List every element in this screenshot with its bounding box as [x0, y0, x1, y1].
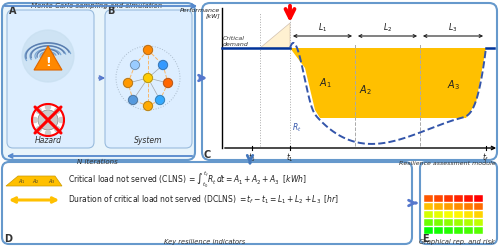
Circle shape — [130, 61, 140, 69]
Circle shape — [36, 127, 42, 132]
Bar — [424, 211, 433, 218]
Text: $A_3$: $A_3$ — [48, 178, 56, 186]
Bar — [454, 195, 463, 202]
Text: $R_t$: $R_t$ — [292, 121, 302, 133]
Circle shape — [58, 118, 64, 123]
Polygon shape — [6, 176, 62, 186]
Text: Hazard: Hazard — [34, 136, 62, 145]
Circle shape — [46, 104, 51, 110]
Bar — [444, 211, 453, 218]
Text: Performance
[kW]: Performance [kW] — [180, 8, 220, 19]
Text: $A_1$: $A_1$ — [318, 76, 332, 90]
Text: $L_2$: $L_2$ — [383, 22, 392, 34]
Text: D: D — [4, 234, 12, 244]
Circle shape — [124, 79, 132, 88]
FancyBboxPatch shape — [2, 162, 412, 244]
Text: $A_1$: $A_1$ — [18, 178, 26, 186]
Circle shape — [54, 108, 60, 113]
Text: $t_1$: $t_1$ — [286, 151, 294, 163]
Text: $A_2$: $A_2$ — [32, 178, 40, 186]
Circle shape — [144, 101, 152, 111]
Bar — [474, 203, 483, 210]
Circle shape — [144, 73, 152, 83]
Circle shape — [158, 61, 168, 69]
Text: E: E — [422, 234, 428, 244]
Text: Graphical rep. and risk: Graphical rep. and risk — [419, 239, 495, 245]
Bar — [464, 211, 473, 218]
Bar — [454, 227, 463, 234]
Circle shape — [32, 104, 64, 136]
Circle shape — [38, 110, 58, 130]
Bar — [464, 195, 473, 202]
Bar — [424, 195, 433, 202]
Polygon shape — [260, 23, 290, 48]
Bar — [464, 219, 473, 226]
Bar — [474, 195, 483, 202]
Text: $L_3$: $L_3$ — [448, 22, 458, 34]
FancyBboxPatch shape — [2, 3, 195, 160]
Text: $t_0$: $t_0$ — [248, 151, 256, 163]
FancyBboxPatch shape — [420, 162, 497, 244]
Text: $A_2$: $A_2$ — [358, 83, 372, 97]
Text: C: C — [204, 150, 211, 160]
Text: Resilience assessment module: Resilience assessment module — [399, 161, 496, 166]
Text: !: ! — [45, 57, 51, 69]
Bar — [454, 219, 463, 226]
Bar — [444, 219, 453, 226]
FancyBboxPatch shape — [202, 3, 497, 160]
Bar — [424, 203, 433, 210]
Bar — [424, 219, 433, 226]
Circle shape — [128, 95, 138, 104]
Bar — [454, 203, 463, 210]
Bar — [434, 195, 443, 202]
Bar — [444, 195, 453, 202]
Circle shape — [36, 108, 42, 113]
Bar — [444, 227, 453, 234]
Circle shape — [32, 118, 38, 123]
Circle shape — [22, 30, 74, 82]
Bar — [434, 219, 443, 226]
Circle shape — [144, 45, 152, 55]
FancyBboxPatch shape — [7, 10, 94, 148]
Text: $t_f$: $t_f$ — [482, 151, 490, 163]
Text: A: A — [9, 6, 16, 16]
Bar — [434, 203, 443, 210]
FancyBboxPatch shape — [105, 10, 192, 148]
Text: $L_1$: $L_1$ — [318, 22, 327, 34]
Bar — [464, 203, 473, 210]
Polygon shape — [34, 46, 62, 70]
Text: Duration of critical load not served (DCLNS) $= t_f - t_1 = L_1 + L_2 + L_3 \;\;: Duration of critical load not served (DC… — [68, 194, 339, 206]
Text: Monte Carlo sampling and simulation: Monte Carlo sampling and simulation — [32, 3, 162, 9]
Circle shape — [156, 95, 164, 104]
Bar — [464, 227, 473, 234]
Text: System: System — [134, 136, 162, 145]
Text: Critical
demand: Critical demand — [223, 36, 249, 47]
Bar — [424, 227, 433, 234]
Bar — [444, 203, 453, 210]
Text: B: B — [107, 6, 114, 16]
Text: Key resilience indicators: Key resilience indicators — [164, 239, 246, 245]
Circle shape — [46, 130, 51, 135]
Bar — [434, 227, 443, 234]
Circle shape — [164, 79, 172, 88]
Bar — [474, 211, 483, 218]
Bar — [474, 219, 483, 226]
Text: N iterations: N iterations — [76, 159, 118, 165]
Bar — [474, 227, 483, 234]
Bar — [434, 211, 443, 218]
Bar — [454, 211, 463, 218]
Text: Critical load not served (CLNS) $= \int_{t_0}^{t_f} R_t\,dt = A_1 + A_2 + A_3 \;: Critical load not served (CLNS) $= \int_… — [68, 170, 306, 190]
Text: $A_3$: $A_3$ — [446, 78, 460, 92]
Circle shape — [54, 127, 60, 132]
Polygon shape — [290, 48, 486, 118]
